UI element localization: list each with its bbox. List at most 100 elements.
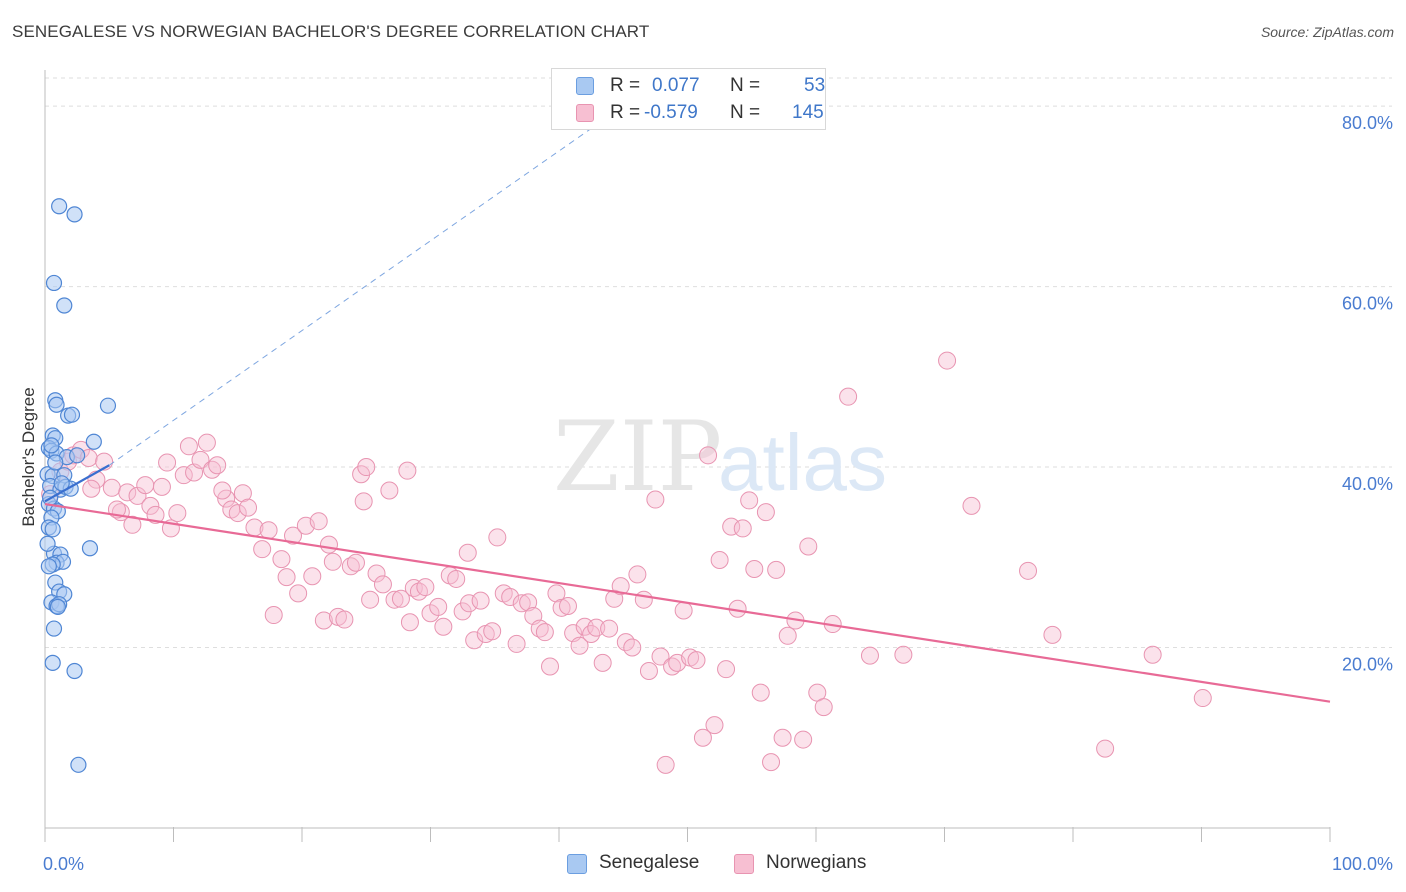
data-point-senegalese [43,437,60,454]
data-point-norwegians [860,646,879,665]
data-point-norwegians [434,617,453,636]
data-point-norwegians [611,577,630,596]
watermark: ZIP atlas [553,401,887,513]
data-point-norwegians [656,755,675,774]
data-point-norwegians [1096,739,1115,758]
data-point-norwegians [335,610,354,629]
data-point-norwegians [82,479,101,498]
data-point-senegalese [49,598,66,616]
data-point-norwegians [289,584,308,603]
data-point-norwegians [674,601,693,620]
data-point-norwegians [380,481,399,500]
data-point-norwegians [699,446,718,465]
data-point-norwegians [259,521,278,540]
y-tick-label: 20.0% [1342,655,1393,675]
data-point-norwegians [458,543,477,562]
data-point-norwegians [429,597,448,616]
data-point-senegalese [44,654,61,671]
data-point-norwegians [483,622,502,641]
axis-ticks: 0.0% 100.0% 20.0% 40.0% 60.0% 80.0% [43,113,1393,874]
data-point-senegalese [51,198,68,215]
data-point-norwegians [535,623,554,642]
data-point-norwegians [228,504,247,523]
data-point-norwegians [239,498,258,517]
data-point-norwegians [471,591,490,610]
data-point-norwegians [778,626,797,645]
data-point-norwegians [1043,625,1062,644]
data-point-norwegians [600,619,619,638]
data-point-norwegians [938,351,957,370]
data-point-norwegians [962,496,981,515]
data-point-norwegians [1143,645,1162,664]
data-point-norwegians [346,553,365,572]
data-point-norwegians [623,638,642,657]
data-point-norwegians [773,728,792,747]
data-point-norwegians [547,584,566,603]
data-point-norwegians [751,683,770,702]
data-point-senegalese [45,620,63,637]
data-point-norwegians [233,484,252,503]
data-point-senegalese [66,206,83,223]
data-point-senegalese [44,521,61,538]
data-point-norwegians [323,552,342,571]
data-point-norwegians [1193,689,1212,708]
data-point-norwegians [541,657,560,676]
data-point-senegalese [48,396,65,413]
data-point-norwegians [179,437,198,456]
data-point-norwegians [309,512,328,531]
data-point-norwegians [123,515,142,534]
legend-n-label: N = [730,102,761,123]
data-point-norwegians [400,613,419,632]
data-point-norwegians [733,519,752,538]
data-point-norwegians [357,458,376,477]
data-point-norwegians [558,597,577,616]
data-point-norwegians [168,504,187,523]
y-axis-label: Bachelor's Degree [19,387,38,526]
data-point-norwegians [284,526,303,545]
y-tick-label: 40.0% [1342,474,1393,494]
legend-swatch-norwegians [576,104,594,122]
data-point-norwegians [722,517,741,536]
data-point-norwegians [136,476,155,495]
data-point-norwegians [814,698,833,717]
data-point-norwegians [264,606,283,625]
data-point-norwegians [705,716,724,735]
data-point-senegalese [99,397,117,414]
data-point-senegalese [56,297,73,314]
data-point-norwegians [174,466,193,485]
data-point-norwegians [367,564,386,583]
data-point-norwegians [507,634,526,653]
correlation-legend: R = 0.077 N = 53 R = -0.579 N = 145 [551,68,826,130]
data-point-norwegians [767,560,786,579]
data-point-norwegians [253,540,272,559]
y-tick-label: 60.0% [1342,294,1393,314]
data-point-norwegians [465,631,484,650]
data-point-norwegians [745,560,764,579]
data-point-norwegians [208,456,227,475]
data-point-norwegians [102,478,121,497]
legend-swatch-senegalese [567,854,587,874]
data-point-norwegians [118,483,137,502]
data-point-norwegians [391,589,410,608]
data-point-norwegians [593,653,612,672]
legend-label-norwegians: Norwegians [766,852,867,873]
data-point-norwegians [794,730,813,749]
data-point-norwegians [421,604,440,623]
data-point-norwegians [319,535,338,554]
data-point-senegalese [39,535,56,552]
legend-r-label: R = [610,75,641,96]
legend-label-senegalese: Senegalese [599,852,700,873]
source-label: Source: ZipAtlas.com [1260,24,1394,40]
x-tick-label: 0.0% [43,854,84,874]
data-point-norwegians [158,453,177,472]
data-point-norwegians [141,496,160,515]
data-point-senegalese [40,558,57,575]
data-point-norwegians [762,753,781,772]
data-point-norwegians [894,645,913,664]
legend-swatch-norwegians [734,854,754,874]
data-point-norwegians [587,618,606,637]
data-point-norwegians [213,481,232,500]
data-point-norwegians [530,619,549,638]
data-point-norwegians [488,528,507,547]
